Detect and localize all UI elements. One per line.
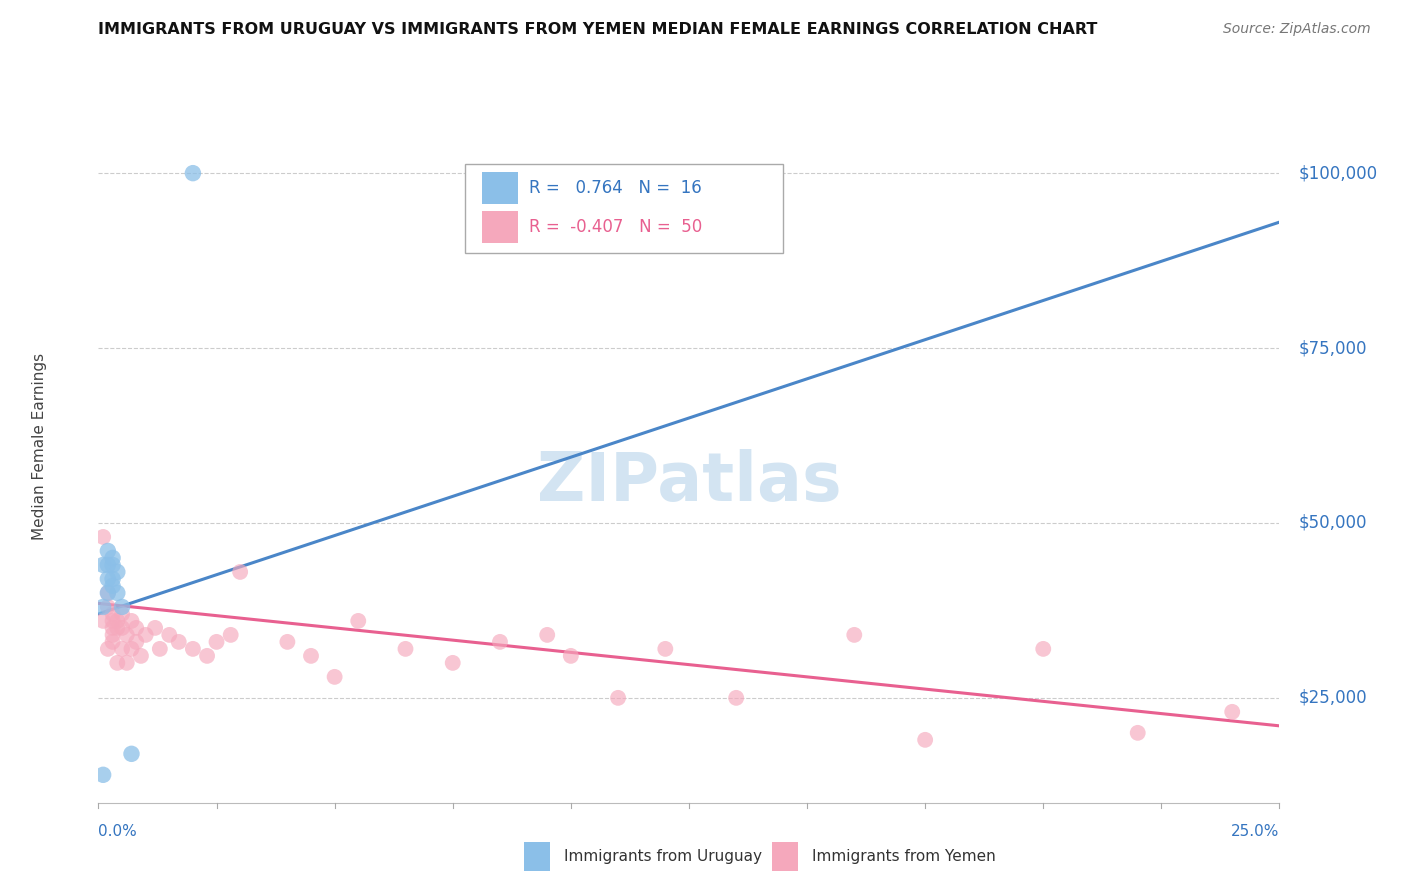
Bar — [482, 171, 517, 203]
Text: Source: ZipAtlas.com: Source: ZipAtlas.com — [1223, 22, 1371, 37]
Point — [91, 530, 114, 544]
Point — [219, 628, 242, 642]
Point — [229, 565, 252, 579]
Point — [91, 558, 114, 572]
Point — [111, 621, 134, 635]
Point — [607, 690, 630, 705]
Point — [101, 558, 124, 572]
Point — [101, 621, 124, 635]
Point — [111, 607, 134, 621]
Point — [489, 635, 512, 649]
Point — [129, 648, 152, 663]
Point — [105, 621, 128, 635]
Point — [111, 599, 134, 614]
Point — [276, 635, 298, 649]
Point — [97, 544, 120, 558]
Point — [1126, 726, 1149, 740]
Point — [101, 635, 124, 649]
Bar — [482, 211, 517, 243]
Text: $100,000: $100,000 — [1298, 164, 1378, 182]
Text: Immigrants from Uruguay: Immigrants from Uruguay — [564, 849, 762, 863]
Text: 0.0%: 0.0% — [98, 824, 138, 838]
Point — [105, 586, 128, 600]
Point — [97, 641, 120, 656]
Point — [181, 166, 204, 180]
Point — [143, 621, 166, 635]
Point — [101, 614, 124, 628]
Point — [167, 635, 190, 649]
Point — [181, 641, 204, 656]
Point — [135, 628, 157, 642]
Bar — [772, 842, 797, 871]
Point — [105, 656, 128, 670]
Point — [121, 614, 143, 628]
Text: Median Female Earnings: Median Female Earnings — [32, 352, 46, 540]
Point — [299, 648, 322, 663]
Text: Immigrants from Yemen: Immigrants from Yemen — [811, 849, 995, 863]
FancyBboxPatch shape — [464, 164, 783, 253]
Point — [101, 572, 124, 586]
Point — [844, 628, 866, 642]
Point — [536, 628, 558, 642]
Point — [105, 614, 128, 628]
Point — [121, 641, 143, 656]
Point — [1220, 705, 1243, 719]
Text: 25.0%: 25.0% — [1232, 824, 1279, 838]
Point — [97, 586, 120, 600]
Point — [1032, 641, 1054, 656]
Point — [157, 628, 180, 642]
Point — [101, 628, 124, 642]
Point — [91, 768, 114, 782]
Text: R =  -0.407   N =  50: R = -0.407 N = 50 — [530, 218, 703, 235]
Point — [560, 648, 582, 663]
Point — [121, 747, 143, 761]
Point — [441, 656, 464, 670]
Point — [205, 635, 228, 649]
Point — [91, 614, 114, 628]
Point — [115, 628, 138, 642]
Point — [97, 586, 120, 600]
Point — [347, 614, 370, 628]
Text: $25,000: $25,000 — [1298, 689, 1367, 706]
Point — [105, 565, 128, 579]
Point — [149, 641, 172, 656]
Point — [914, 732, 936, 747]
Bar — [523, 842, 550, 871]
Point — [125, 635, 148, 649]
Point — [323, 670, 346, 684]
Point — [125, 621, 148, 635]
Point — [97, 572, 120, 586]
Point — [725, 690, 748, 705]
Point — [394, 641, 416, 656]
Text: $75,000: $75,000 — [1298, 339, 1367, 357]
Point — [97, 599, 120, 614]
Text: R =   0.764   N =  16: R = 0.764 N = 16 — [530, 178, 702, 196]
Text: ZIPatlas: ZIPatlas — [537, 449, 841, 515]
Point — [111, 641, 134, 656]
Point — [195, 648, 218, 663]
Text: $50,000: $50,000 — [1298, 514, 1367, 532]
Point — [115, 656, 138, 670]
Point — [101, 607, 124, 621]
Point — [101, 579, 124, 593]
Point — [97, 558, 120, 572]
Point — [91, 599, 114, 614]
Text: IMMIGRANTS FROM URUGUAY VS IMMIGRANTS FROM YEMEN MEDIAN FEMALE EARNINGS CORRELAT: IMMIGRANTS FROM URUGUAY VS IMMIGRANTS FR… — [98, 22, 1098, 37]
Point — [101, 550, 124, 565]
Point — [654, 641, 676, 656]
